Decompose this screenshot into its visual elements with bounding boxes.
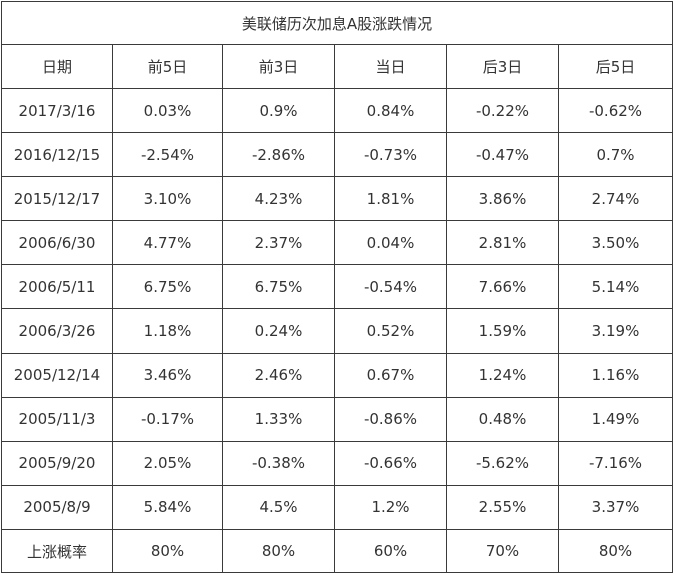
value-cell: -0.38%	[222, 440, 335, 486]
date-cell: 2015/12/17	[1, 176, 113, 222]
value-cell: 3.46%	[112, 352, 223, 398]
table-row: 2015/12/17 3.10% 4.23% 1.81% 3.86% 2.74%	[1, 176, 673, 222]
header-row: 日期 前5日 前3日 当日 后3日 后5日	[1, 44, 673, 89]
value-cell: 0.67%	[334, 352, 447, 398]
header-date: 日期	[1, 44, 113, 89]
header-5-days-before: 前5日	[112, 44, 223, 89]
value-cell: -7.16%	[557, 440, 673, 486]
value-cell: 1.2%	[334, 484, 447, 531]
value-cell: 0.24%	[222, 308, 335, 354]
value-cell: -0.22%	[446, 87, 559, 134]
value-cell: 1.49%	[557, 396, 673, 442]
date-cell: 2005/8/9	[1, 484, 113, 531]
value-cell: 1.81%	[334, 176, 447, 222]
value-cell: 2.74%	[557, 176, 673, 222]
table-row: 2017/3/16 0.03% 0.9% 0.84% -0.22% -0.62%	[1, 87, 673, 134]
value-cell: 0.52%	[334, 308, 447, 354]
date-cell: 2005/11/3	[1, 396, 113, 442]
summary-cell: 80%	[222, 529, 335, 573]
date-cell: 2006/5/11	[1, 264, 113, 310]
value-cell: 7.66%	[446, 264, 559, 310]
value-cell: -0.66%	[334, 440, 447, 486]
date-cell: 2006/6/30	[1, 220, 113, 266]
value-cell: -0.73%	[334, 132, 447, 178]
header-same-day: 当日	[334, 44, 447, 89]
summary-row: 上涨概率 80% 80% 60% 70% 80%	[1, 529, 673, 573]
header-5-days-after: 后5日	[557, 44, 673, 89]
value-cell: 6.75%	[112, 264, 223, 310]
value-cell: 4.77%	[112, 220, 223, 266]
value-cell: 0.7%	[557, 132, 673, 178]
value-cell: 1.59%	[446, 308, 559, 354]
table-title: 美联储历次加息A股涨跌情况	[0, 1, 673, 45]
value-cell: -0.17%	[112, 396, 223, 442]
value-cell: 4.23%	[222, 176, 335, 222]
value-cell: 6.75%	[222, 264, 335, 310]
value-cell: 2.37%	[222, 220, 335, 266]
value-cell: -2.54%	[112, 132, 223, 178]
value-cell: 1.16%	[557, 352, 673, 398]
value-cell: -0.62%	[557, 87, 673, 134]
header-3-days-before: 前3日	[222, 44, 335, 89]
table-row: 2006/5/11 6.75% 6.75% -0.54% 7.66% 5.14%	[1, 264, 673, 310]
value-cell: 2.46%	[222, 352, 335, 398]
summary-cell: 70%	[446, 529, 559, 573]
value-cell: 5.14%	[557, 264, 673, 310]
table-body: 2017/3/16 0.03% 0.9% 0.84% -0.22% -0.62% 2016/…	[1, 87, 673, 531]
value-cell: 2.81%	[446, 220, 559, 266]
summary-cell: 60%	[334, 529, 447, 573]
value-cell: 0.48%	[446, 396, 559, 442]
date-cell: 2017/3/16	[1, 87, 113, 134]
table-row: 2005/12/14 3.46% 2.46% 0.67% 1.24% 1.16%	[1, 352, 673, 398]
value-cell: -0.86%	[334, 396, 447, 442]
summary-cell: 80%	[112, 529, 223, 573]
value-cell: -0.47%	[446, 132, 559, 178]
value-cell: 3.86%	[446, 176, 559, 222]
table-row: 2006/6/30 4.77% 2.37% 0.04% 2.81% 3.50%	[1, 220, 673, 266]
value-cell: 2.55%	[446, 484, 559, 531]
date-cell: 2006/3/26	[1, 308, 113, 354]
summary-label: 上涨概率	[1, 529, 113, 573]
value-cell: 1.24%	[446, 352, 559, 398]
value-cell: 1.18%	[112, 308, 223, 354]
value-cell: -5.62%	[446, 440, 559, 486]
header-3-days-after: 后3日	[446, 44, 559, 89]
date-cell: 2005/12/14	[1, 352, 113, 398]
value-cell: -2.86%	[222, 132, 335, 178]
value-cell: 0.03%	[112, 87, 223, 134]
date-cell: 2005/9/20	[1, 440, 113, 486]
value-cell: 1.33%	[222, 396, 335, 442]
table-row: 2006/3/26 1.18% 0.24% 0.52% 1.59% 3.19%	[1, 308, 673, 354]
summary-cell: 80%	[557, 529, 673, 573]
value-cell: 3.37%	[557, 484, 673, 531]
table-row: 2005/11/3 -0.17% 1.33% -0.86% 0.48% 1.49%	[1, 396, 673, 442]
value-cell: 3.19%	[557, 308, 673, 354]
date-cell: 2016/12/15	[1, 132, 113, 178]
table-row: 2005/8/9 5.84% 4.5% 1.2% 2.55% 3.37%	[1, 484, 673, 531]
value-cell: 4.5%	[222, 484, 335, 531]
value-cell: 0.04%	[334, 220, 447, 266]
value-cell: 2.05%	[112, 440, 223, 486]
value-cell: 0.84%	[334, 87, 447, 134]
table-row: 2016/12/15 -2.54% -2.86% -0.73% -0.47% 0.7%	[1, 132, 673, 178]
value-cell: 5.84%	[112, 484, 223, 531]
table-row: 2005/9/20 2.05% -0.38% -0.66% -5.62% -7.16%	[1, 440, 673, 486]
value-cell: -0.54%	[334, 264, 447, 310]
value-cell: 3.50%	[557, 220, 673, 266]
value-cell: 0.9%	[222, 87, 335, 134]
value-cell: 3.10%	[112, 176, 223, 222]
